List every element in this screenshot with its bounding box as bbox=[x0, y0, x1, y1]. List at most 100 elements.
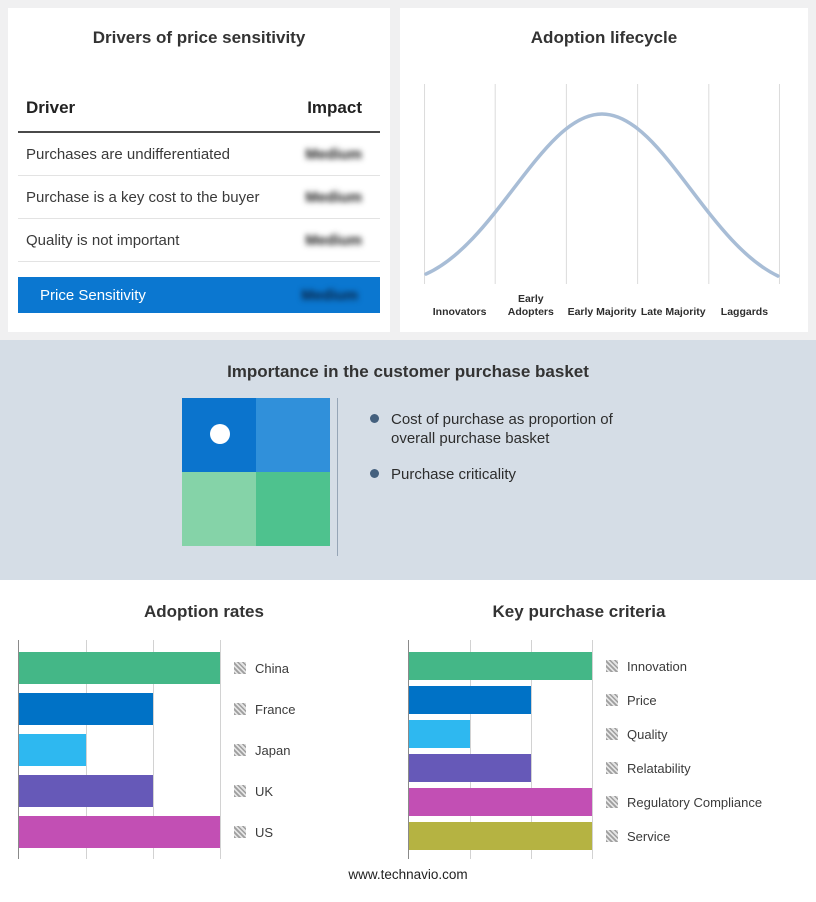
legend-label: China bbox=[255, 660, 289, 676]
legend-swatch-icon bbox=[234, 703, 246, 715]
legend-swatch-icon bbox=[606, 830, 618, 842]
legend-label: Japan bbox=[255, 742, 291, 758]
legend-swatch-icon bbox=[606, 694, 618, 706]
quadrant-cell-bottom-right bbox=[256, 472, 330, 546]
basket-bullet-list: Cost of purchase as proportion of overal… bbox=[370, 410, 646, 556]
bar-france bbox=[19, 693, 153, 725]
lifecycle-stage-label: Early Majority bbox=[567, 305, 637, 318]
legend-swatch-icon bbox=[606, 660, 618, 672]
legend-label: Innovation bbox=[627, 658, 687, 674]
adoption-rates-title: Adoption rates bbox=[144, 602, 264, 621]
bullet-item: Purchase criticality bbox=[370, 465, 646, 484]
legend-item: Regulatory Compliance bbox=[606, 788, 762, 816]
impact-column-header: Impact bbox=[307, 98, 362, 117]
lifecycle-panel: Adoption lifecycle Innovators Early Adopt… bbox=[400, 8, 808, 332]
legend-label: Regulatory Compliance bbox=[627, 794, 763, 810]
legend-item: US bbox=[234, 816, 295, 848]
drivers-title: Drivers of price sensitivity bbox=[92, 28, 306, 47]
lifecycle-plot bbox=[424, 84, 780, 284]
lifecycle-stage-label: Early Adopters bbox=[507, 293, 554, 318]
drivers-panel: Drivers of price sensitivity Driver Impa… bbox=[8, 8, 390, 332]
quadrant-axis-line bbox=[337, 398, 338, 556]
bell-curve-chart bbox=[424, 84, 780, 284]
position-dot bbox=[210, 424, 230, 444]
bar-uk bbox=[19, 775, 153, 807]
bar-service bbox=[409, 822, 592, 850]
legend-swatch-icon bbox=[606, 762, 618, 774]
adoption-rates-plot-area: China France Japan UK US bbox=[0, 640, 408, 859]
legend-item: France bbox=[234, 693, 295, 725]
bullet-dot-icon bbox=[370, 414, 379, 423]
legend-item: Quality bbox=[606, 720, 762, 748]
lifecycle-stage-label: Innovators bbox=[432, 305, 487, 318]
driver-label: Quality is not important bbox=[26, 231, 180, 249]
legend-item: Japan bbox=[234, 734, 295, 766]
driver-row: Quality is not important Medium bbox=[18, 219, 380, 262]
bar-china bbox=[19, 652, 220, 684]
legend-swatch-icon bbox=[234, 744, 246, 756]
driver-column-header: Driver bbox=[26, 98, 76, 117]
footer-url: www.technavio.com bbox=[348, 867, 468, 882]
bars-group bbox=[409, 640, 592, 850]
impact-value-redacted: Medium bbox=[301, 286, 358, 304]
driver-row: Purchases are undifferentiated Medium bbox=[18, 133, 380, 176]
legend-swatch-icon bbox=[234, 785, 246, 797]
legend-label: US bbox=[255, 824, 274, 840]
quadrant-cell-bottom-left bbox=[182, 472, 256, 546]
key-purchase-criteria-plot-area: Innovation Price Quality Relatability Regula… bbox=[408, 640, 816, 859]
driver-label: Purchase is a key cost to the buyer bbox=[26, 188, 260, 206]
legend-item: Innovation bbox=[606, 652, 762, 680]
key-purchase-criteria-chart: Key purchase criteria Innovation Price Qua… bbox=[408, 602, 816, 859]
lifecycle-stage-label: Late Majority bbox=[640, 305, 706, 318]
top-section: Drivers of price sensitivity Driver Impa… bbox=[0, 0, 816, 340]
bar-us bbox=[19, 816, 220, 848]
driver-label: Purchases are undifferentiated bbox=[26, 145, 231, 163]
legend-label: Service bbox=[627, 828, 671, 844]
bar-relatability bbox=[409, 754, 531, 782]
legend-item: China bbox=[234, 652, 295, 684]
quadrant-cell-top-left bbox=[182, 398, 256, 472]
bullet-text: Purchase criticality bbox=[391, 466, 517, 484]
impact-value-redacted: Medium bbox=[305, 188, 362, 206]
gridline bbox=[85, 640, 87, 859]
gridline bbox=[531, 640, 532, 859]
gridline bbox=[152, 640, 154, 859]
key-purchase-criteria-title: Key purchase criteria bbox=[492, 602, 666, 621]
bell-curve-line bbox=[424, 112, 780, 278]
impact-value-redacted: Medium bbox=[305, 145, 362, 163]
footer: www.technavio.com bbox=[0, 867, 816, 882]
legend-label: Relatability bbox=[627, 760, 691, 776]
legend-swatch-icon bbox=[606, 796, 618, 808]
bar-japan bbox=[19, 734, 86, 766]
gridline bbox=[470, 640, 471, 859]
legend-label: Price bbox=[627, 692, 657, 708]
bar-price bbox=[409, 686, 531, 714]
lifecycle-title: Adoption lifecycle bbox=[530, 28, 678, 47]
bar-innovation bbox=[409, 652, 592, 680]
driver-row: Purchase is a key cost to the buyer Mediu… bbox=[18, 176, 380, 219]
bottom-section: Adoption rates China France Japan UK US Key … bbox=[0, 580, 816, 859]
impact-value-redacted: Medium bbox=[305, 231, 362, 249]
basket-content: Cost of purchase as proportion of overal… bbox=[182, 398, 816, 556]
price-sensitivity-summary-row: Price Sensitivity Medium bbox=[18, 277, 380, 313]
gridline bbox=[220, 640, 221, 859]
bars-group bbox=[19, 640, 220, 848]
lifecycle-stage-labels: Innovators Early Adopters Early Majority La… bbox=[424, 288, 780, 318]
lifecycle-stage-label: Laggards bbox=[720, 305, 769, 318]
key-purchase-criteria-legend: Innovation Price Quality Relatability Regula… bbox=[606, 640, 762, 859]
basket-title: Importance in the customer purchase bask… bbox=[227, 362, 589, 381]
importance-quadrant bbox=[182, 398, 330, 546]
key-purchase-criteria-plot bbox=[408, 640, 593, 859]
bullet-text: Cost of purchase as proportion of overal… bbox=[391, 411, 613, 448]
quadrant-cell-top-right bbox=[256, 398, 330, 472]
legend-swatch-icon bbox=[606, 728, 618, 740]
bullet-item: Cost of purchase as proportion of overal… bbox=[370, 410, 646, 448]
bullet-dot-icon bbox=[370, 469, 379, 479]
legend-item: UK bbox=[234, 775, 295, 807]
legend-label: UK bbox=[255, 783, 274, 799]
drivers-table-body: Purchases are undifferentiated Medium Purc… bbox=[18, 133, 380, 262]
legend-swatch-icon bbox=[234, 826, 246, 838]
legend-item: Service bbox=[606, 822, 762, 850]
drivers-table-header: Driver Impact bbox=[18, 98, 380, 133]
